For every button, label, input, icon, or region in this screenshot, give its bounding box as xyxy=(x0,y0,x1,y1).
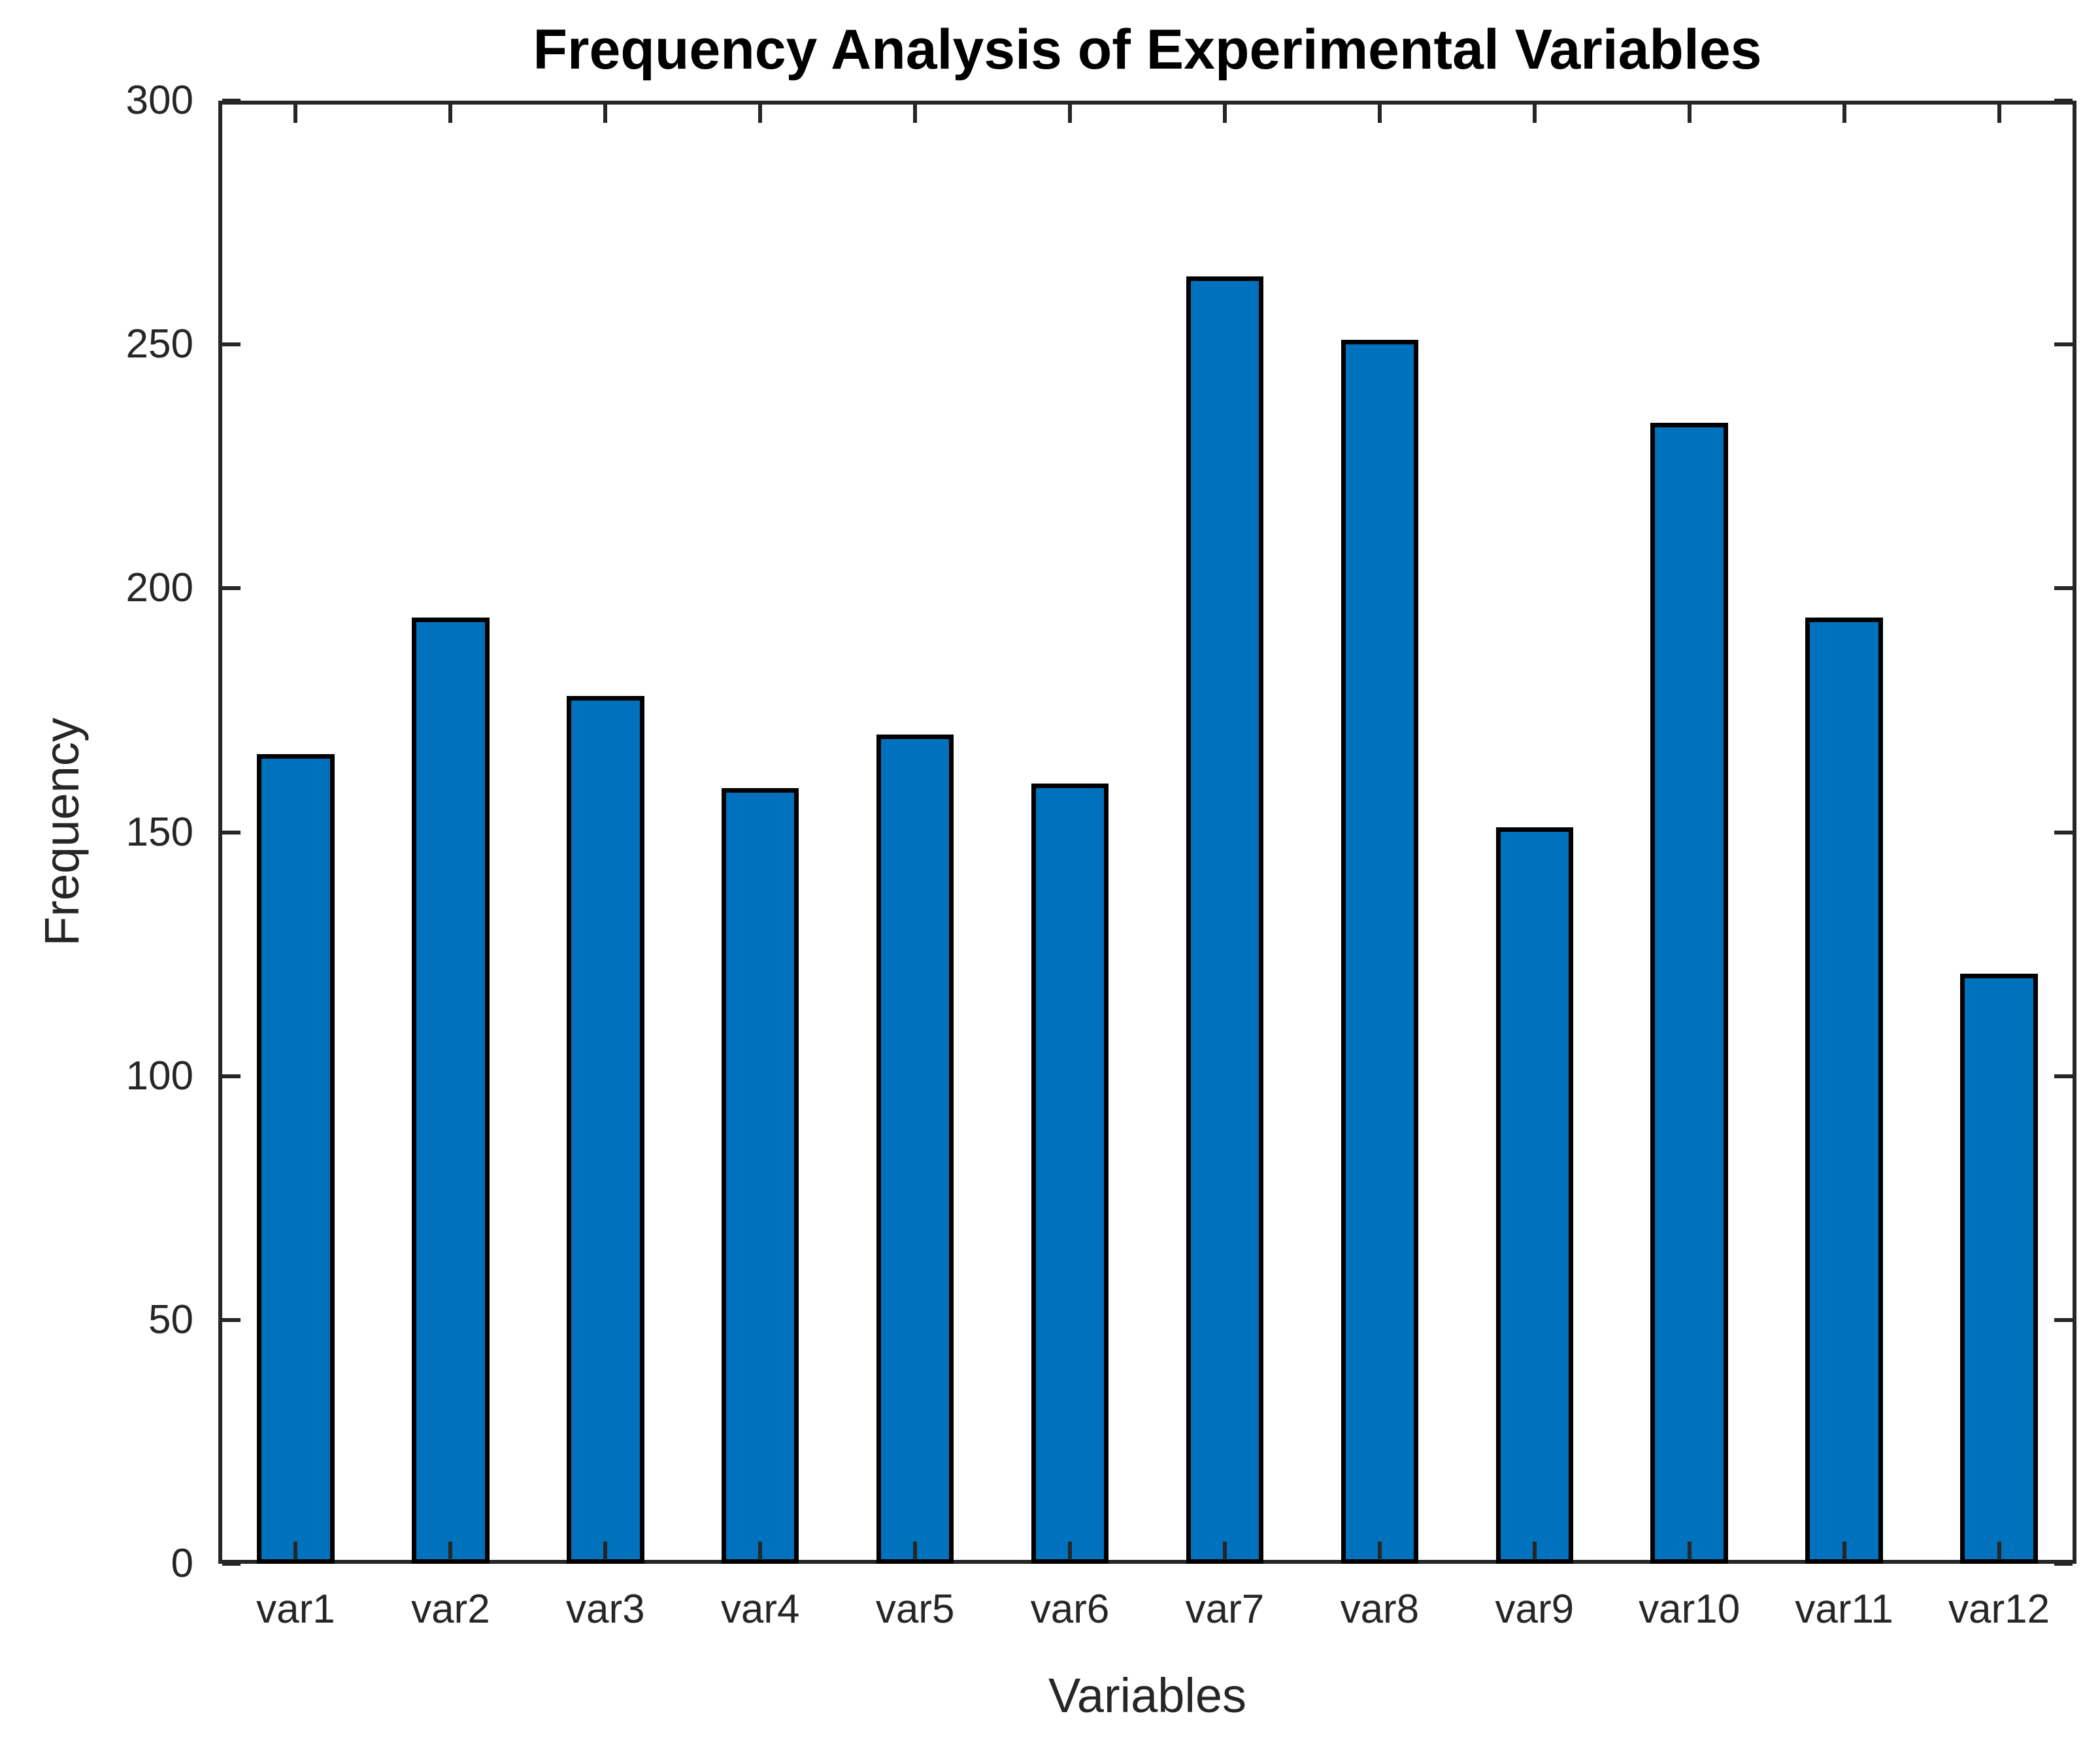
bar-var5 xyxy=(876,735,954,1564)
y-tick-label: 150 xyxy=(125,809,193,855)
x-tick-label: var3 xyxy=(565,1587,645,1632)
x-tick-label: var5 xyxy=(875,1587,955,1632)
y-tick-label: 200 xyxy=(125,565,193,611)
x-tick xyxy=(1687,1542,1692,1560)
x-tick xyxy=(758,1542,763,1560)
y-tick-right xyxy=(2054,1562,2073,1566)
y-axis-label: Frequency xyxy=(35,718,89,946)
x-tick-top xyxy=(1377,105,1382,123)
y-tick-label: 50 xyxy=(148,1297,193,1342)
bar-var9 xyxy=(1495,827,1574,1564)
x-tick-label: var7 xyxy=(1185,1587,1265,1632)
x-tick-top xyxy=(448,105,453,123)
x-tick-top xyxy=(603,105,608,123)
x-tick xyxy=(603,1542,608,1560)
y-tick-label: 250 xyxy=(125,322,193,367)
y-tick-label: 100 xyxy=(125,1053,193,1099)
bar-var10 xyxy=(1650,422,1728,1564)
x-tick xyxy=(1068,1542,1073,1560)
bar-var1 xyxy=(257,754,335,1564)
x-tick-top xyxy=(913,105,918,123)
x-tick-top xyxy=(1068,105,1073,123)
x-tick-top xyxy=(1997,105,2001,123)
y-tick-label: 300 xyxy=(125,78,193,123)
y-tick-right xyxy=(2054,1317,2073,1322)
x-tick-label: var8 xyxy=(1340,1587,1420,1632)
y-tick-right xyxy=(2054,342,2073,347)
x-tick-label: var4 xyxy=(720,1587,800,1632)
x-tick xyxy=(448,1542,453,1560)
y-tick xyxy=(222,1317,241,1322)
bar-var6 xyxy=(1031,783,1109,1564)
x-tick xyxy=(1532,1542,1537,1560)
x-tick xyxy=(1377,1542,1382,1560)
x-tick-top xyxy=(293,105,298,123)
chart-title: Frequency Analysis of Experimental Varia… xyxy=(533,18,1762,81)
y-tick xyxy=(222,586,241,591)
x-tick-label: var2 xyxy=(411,1587,490,1632)
x-tick xyxy=(913,1542,918,1560)
x-tick-label: var10 xyxy=(1639,1587,1741,1632)
bar-var8 xyxy=(1341,339,1419,1564)
bar-var7 xyxy=(1186,276,1264,1564)
x-tick xyxy=(293,1542,298,1560)
x-tick-label: var9 xyxy=(1495,1587,1575,1632)
y-tick xyxy=(222,342,241,347)
bar-var3 xyxy=(567,695,644,1564)
y-tick xyxy=(222,99,241,103)
y-tick-right xyxy=(2054,99,2073,103)
x-tick-top xyxy=(758,105,763,123)
bar-var4 xyxy=(721,788,799,1564)
bar-var2 xyxy=(412,618,490,1564)
y-tick xyxy=(222,830,241,835)
y-tick-label: 0 xyxy=(171,1541,193,1586)
x-tick-top xyxy=(1687,105,1692,123)
y-tick-right xyxy=(2054,586,2073,591)
x-tick-top xyxy=(1532,105,1537,123)
y-tick-right xyxy=(2054,1074,2073,1078)
bar-var11 xyxy=(1805,618,1883,1564)
y-tick-right xyxy=(2054,830,2073,835)
y-tick xyxy=(222,1074,241,1078)
x-axis-label: Variables xyxy=(1048,1668,1246,1723)
bar-var12 xyxy=(1960,973,2038,1564)
x-tick-label: var12 xyxy=(1948,1587,2050,1632)
x-tick-top xyxy=(1842,105,1846,123)
plot-area xyxy=(218,101,2076,1564)
x-tick xyxy=(1842,1542,1846,1560)
x-tick-label: var6 xyxy=(1030,1587,1110,1632)
x-tick xyxy=(1997,1542,2001,1560)
x-tick xyxy=(1222,1542,1227,1560)
x-tick-label: var1 xyxy=(256,1587,335,1632)
y-tick xyxy=(222,1562,241,1566)
x-tick-label: var11 xyxy=(1795,1587,1893,1632)
x-tick-top xyxy=(1222,105,1227,123)
